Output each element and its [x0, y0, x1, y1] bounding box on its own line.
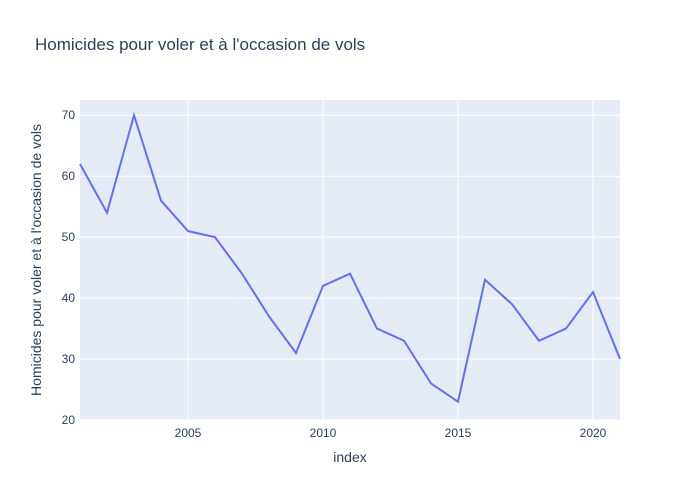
y-tick-label: 20	[62, 413, 76, 427]
series-line	[79, 111, 621, 404]
chart-title: Homicides pour voler et à l'occasion de …	[35, 35, 365, 54]
y-axis-ticks: 20 30 40 50 60 70	[62, 108, 76, 427]
x-axis-ticks: 2005 2010 2015 2020	[175, 426, 607, 440]
plot-area	[80, 100, 620, 420]
x-tick-label: 2020	[580, 426, 607, 440]
y-tick-label: 70	[62, 108, 76, 122]
y-tick-label: 50	[62, 230, 76, 244]
x-tick-label: 2005	[175, 426, 202, 440]
y-tick-label: 60	[62, 169, 76, 183]
y-axis-title: Homicides pour voler et à l'occasion de …	[28, 124, 44, 396]
x-tick-label: 2015	[445, 426, 472, 440]
x-tick-label: 2010	[310, 426, 337, 440]
y-tick-label: 30	[62, 352, 76, 366]
x-axis-title: index	[333, 449, 366, 465]
y-tick-label: 40	[62, 291, 76, 305]
gridlines	[80, 100, 620, 421]
